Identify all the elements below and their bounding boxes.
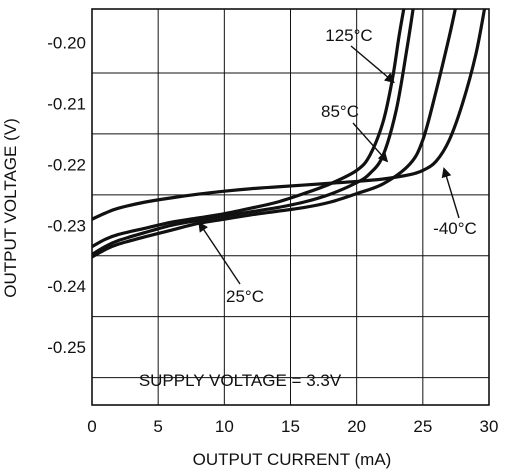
y-tick-label: -0.25 bbox=[47, 338, 86, 357]
series-line-3 bbox=[92, 9, 457, 259]
series-line-2 bbox=[92, 9, 415, 257]
y-tick-label: -0.24 bbox=[47, 277, 86, 296]
annotation-label: 25°C bbox=[226, 287, 264, 306]
series-line-4 bbox=[92, 9, 487, 221]
y-tick-label: -0.20 bbox=[47, 34, 86, 53]
x-tick-label: 25 bbox=[413, 417, 432, 436]
annotation-arrow bbox=[350, 45, 395, 84]
annotation-arrow bbox=[441, 167, 460, 219]
annotation-arrow bbox=[198, 221, 241, 285]
annotation-label: 125°C bbox=[325, 26, 372, 45]
x-tick-label: 5 bbox=[153, 417, 162, 436]
annotation-label: 85°C bbox=[321, 102, 359, 121]
y-tick-label: -0.22 bbox=[47, 155, 86, 174]
x-tick-label: 15 bbox=[281, 417, 300, 436]
x-tick-label: 0 bbox=[87, 417, 96, 436]
x-tick-label: 30 bbox=[480, 417, 499, 436]
plot-frame bbox=[91, 8, 490, 406]
annotation-arrow bbox=[352, 122, 389, 163]
y-tick-label: -0.23 bbox=[47, 216, 86, 235]
series-line-1 bbox=[92, 9, 406, 249]
x-axis-title: OUTPUT CURRENT (mA) bbox=[193, 450, 392, 469]
annotation-label: -40°C bbox=[433, 219, 477, 238]
x-tick-label: 10 bbox=[215, 417, 234, 436]
x-tick-label: 20 bbox=[347, 417, 366, 436]
y-axis-title: OUTPUT VOLTAGE (V) bbox=[1, 118, 20, 297]
y-tick-label: -0.21 bbox=[47, 94, 86, 113]
annotation-label: SUPPLY VOLTAGE = 3.3V bbox=[139, 371, 342, 390]
